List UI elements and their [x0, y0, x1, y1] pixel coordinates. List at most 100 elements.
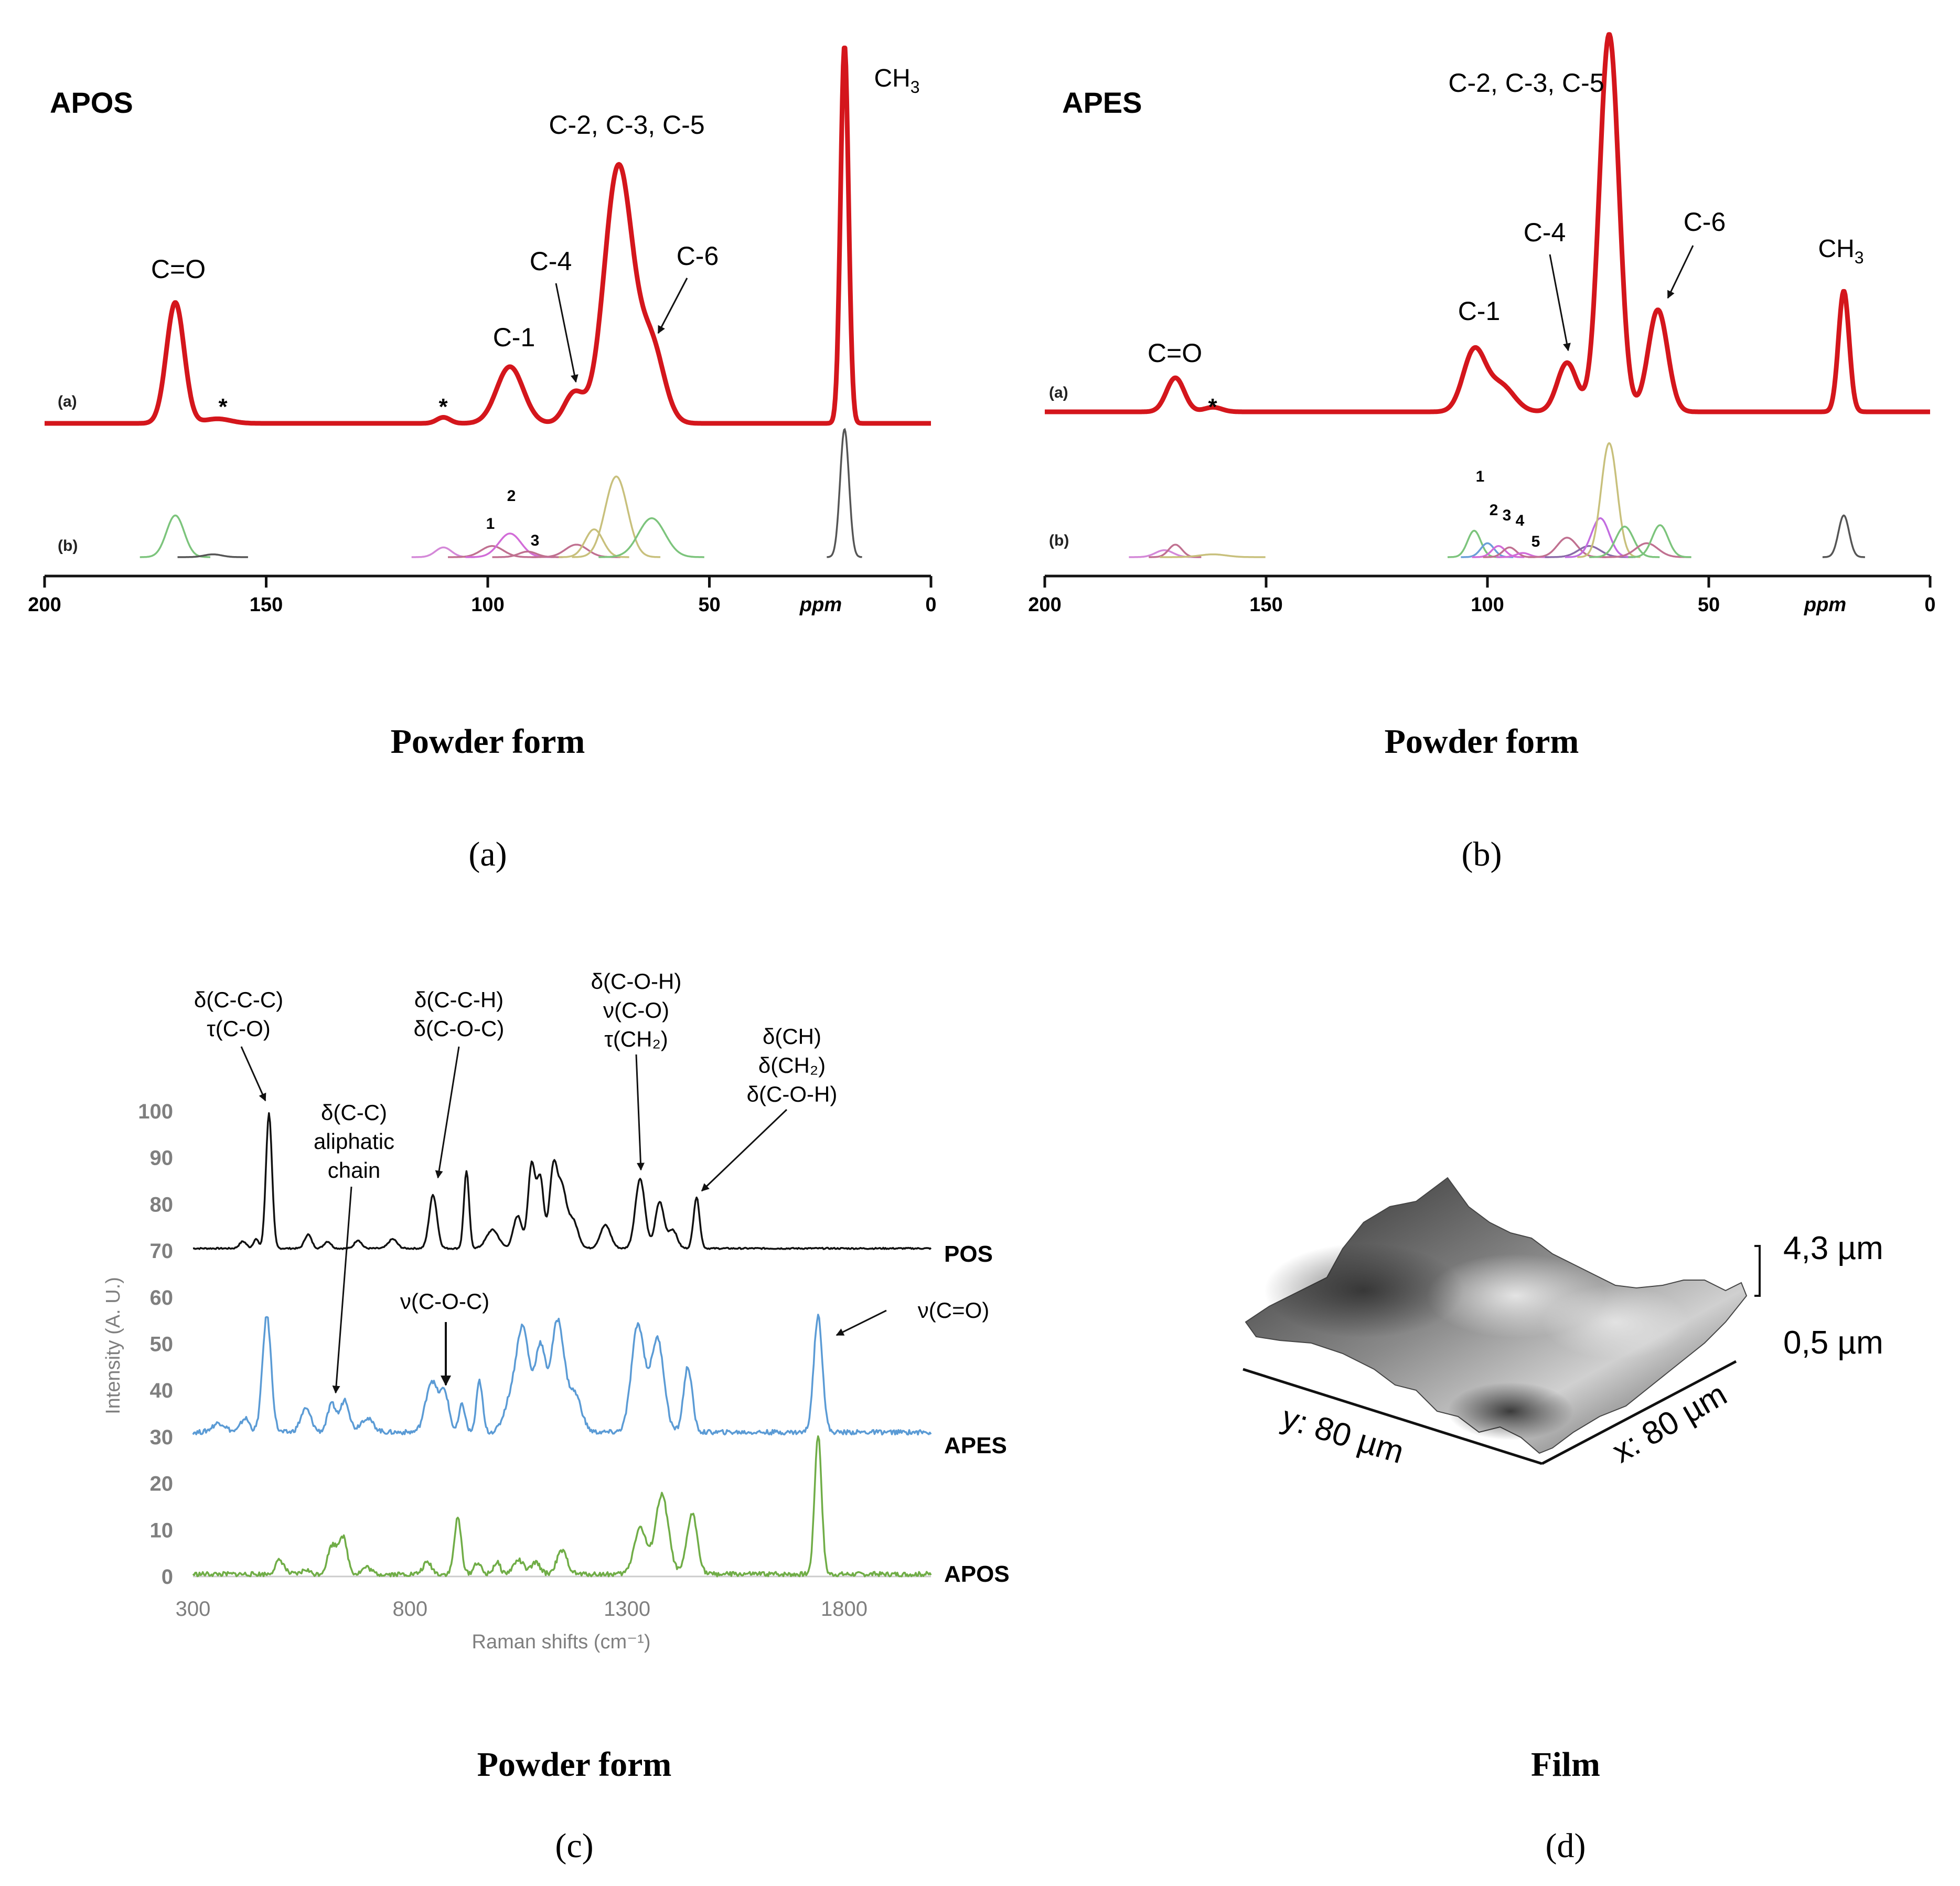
y-tick-label: 10	[150, 1519, 174, 1542]
panel-b-trace-label-b: (b)	[1049, 532, 1069, 549]
panel-b-label-c4: C-4	[1524, 218, 1566, 247]
panel-c-arrow-ch	[701, 1109, 788, 1192]
panel-b-deconv-label-4: 4	[1516, 512, 1525, 529]
panel-b-trace-label-a: (a)	[1049, 384, 1068, 401]
annotation-line: δ(C-C)	[321, 1100, 387, 1125]
deconvolution-curve	[1822, 514, 1865, 558]
panel-a-arrow-c6	[657, 278, 688, 334]
panel-d-y-axis-line	[1243, 1368, 1543, 1465]
deconvolution-curve	[1160, 553, 1266, 558]
panel-b-label-co: C=O	[1148, 338, 1202, 368]
panel-c-series-label-apos: APOS	[944, 1561, 1010, 1587]
y-tick-label: 20	[150, 1473, 174, 1496]
panel-d-z-scale-bracket	[1754, 1245, 1761, 1297]
deconvolution-curve	[1628, 524, 1691, 558]
panel-c-arrow-coh	[635, 1054, 645, 1171]
panel-b-deconv-label-2: 2	[1490, 502, 1498, 519]
annotation-line: τ(CH₂)	[604, 1027, 668, 1051]
panel-a-deconv-label-2: 2	[507, 487, 516, 505]
annotation-line: δ(C-C-H)	[414, 987, 504, 1012]
panel-a-deconvolution	[140, 428, 862, 558]
series-line-pos	[192, 1112, 932, 1250]
panel-b-deconvolution	[1129, 442, 1865, 558]
annotation-line: δ(C-C-C)	[194, 987, 283, 1012]
panel-a-deconv-label-1: 1	[486, 515, 495, 532]
annotation-line: chain	[328, 1158, 380, 1182]
annotation-line: δ(C-O-H)	[591, 969, 682, 994]
panel-b-arrow-c4	[1549, 254, 1571, 351]
annotation-line: ν(C-O)	[603, 998, 669, 1022]
y-tick-label: 60	[150, 1286, 174, 1309]
panel-a-asterisk-1: *	[218, 394, 228, 420]
deconvolution-curve	[140, 514, 210, 558]
panel-c-arrow-cch	[435, 1046, 460, 1179]
panel-b-label-c235: C-2, C-3, C-5	[1448, 68, 1604, 98]
panel-c-annotation-ccc: δ(C-C-C) τ(C-O)	[194, 987, 283, 1102]
panel-a-experimental-spectrum	[43, 45, 933, 426]
panel-b-x-label: ppm	[1804, 594, 1846, 616]
x-tick-label: 100	[471, 594, 504, 616]
panel-c-x-label: Raman shifts (cm⁻¹)	[472, 1631, 651, 1653]
panel-c-arrow-cc	[332, 1186, 352, 1394]
panel-d-caption: Film	[1531, 1745, 1600, 1784]
series-line-apes	[192, 1314, 932, 1436]
panel-d-shadow-region	[1264, 1243, 1463, 1338]
panel-b-deconv-label-5: 5	[1531, 533, 1540, 550]
panel-a-trace-label-b: (b)	[58, 537, 78, 555]
deconvolution-curve	[1448, 529, 1501, 558]
panel-b-nmr-apes: APES (a) (b) 200 150 100 50 0 ppm C=O * C-1 …	[1028, 32, 1936, 873]
panel-c-y-label: Intensity (A. U.)	[102, 1277, 124, 1414]
annotation-line: ν(C=O)	[918, 1298, 990, 1323]
annotation-line: δ(C-O-H)	[747, 1082, 838, 1106]
panel-a-label-c4: C-4	[530, 247, 572, 276]
x-tick-label: 100	[1471, 594, 1504, 616]
panel-a-arrow-c4	[555, 283, 579, 383]
panel-c-caption: Powder form	[477, 1745, 672, 1784]
panel-d-x-axis-line	[1541, 1360, 1737, 1465]
x-tick-label: 1300	[604, 1597, 650, 1621]
x-tick-label: 50	[698, 594, 720, 616]
panel-c-annotation-coh: δ(C-O-H) ν(C-O) τ(CH₂)	[591, 969, 682, 1171]
panel-a-title: APOS	[50, 86, 133, 119]
panel-a-x-label: ppm	[799, 594, 842, 616]
panel-b-label-ch3: CH3	[1818, 235, 1863, 267]
panel-d-y-label: y: 80 µm	[1278, 1399, 1408, 1471]
y-tick-label: 70	[150, 1240, 174, 1263]
annotation-line: τ(C-O)	[207, 1016, 271, 1041]
x-tick-label: 1800	[821, 1597, 867, 1621]
panel-b-x-ticks: 200 150 100 50 0	[1028, 576, 1936, 616]
y-tick-label: 50	[150, 1333, 174, 1356]
panel-a-label-c1: C-1	[493, 323, 535, 352]
panel-b-label-c1: C-1	[1458, 296, 1501, 326]
panel-d-shadow-valley	[1448, 1382, 1573, 1440]
panel-b-deconv-label-3: 3	[1503, 507, 1512, 524]
x-tick-label: 800	[392, 1597, 427, 1621]
panel-c-annotation-co: ν(C=O)	[836, 1298, 990, 1336]
panel-b-deconv-label-1: 1	[1476, 468, 1485, 485]
panel-c-annotation-ch: δ(CH) δ(CH₂) δ(C-O-H)	[701, 1024, 838, 1192]
deconvolution-curve	[177, 553, 248, 558]
panel-b-panel-label: (b)	[1462, 835, 1502, 873]
panel-c-arrow-ccc	[240, 1046, 266, 1102]
panel-a-deconv-label-3: 3	[531, 532, 540, 549]
panel-a-nmr-apos: APOS (a) (b) 200 150 100 50 0 ppm C=O * * C-…	[28, 45, 937, 873]
x-tick-label: 150	[250, 594, 283, 616]
panel-c-series-label-apes: APES	[944, 1433, 1007, 1458]
deconvolution-curve	[827, 428, 862, 558]
deconvolution-curve	[1589, 525, 1660, 558]
annotation-line: aliphatic	[314, 1129, 394, 1154]
panel-a-x-ticks: 200 150 100 50 0	[28, 576, 937, 616]
panel-a-label-c6: C-6	[677, 241, 719, 271]
deconvolution-curve	[1602, 542, 1691, 558]
panel-b-experimental-spectrum	[1043, 32, 1932, 414]
y-tick-label: 90	[150, 1147, 174, 1170]
panel-c-annotation-coc: ν(C-O-C)	[400, 1289, 489, 1386]
y-tick-label: 30	[150, 1426, 174, 1449]
annotation-line: δ(CH₂)	[758, 1053, 826, 1078]
panel-a-caption: Powder form	[391, 722, 585, 761]
panel-d-afm-surface: 4,3 µm 0,5 µm y: 80 µm x: 80 µm Film (d)	[1243, 1177, 1883, 1865]
panel-b-arrow-c6	[1667, 245, 1694, 299]
annotation-line: ν(C-O-C)	[400, 1289, 489, 1314]
panel-c-series-label-pos: POS	[944, 1241, 993, 1267]
panel-a-label-co: C=O	[151, 254, 206, 284]
